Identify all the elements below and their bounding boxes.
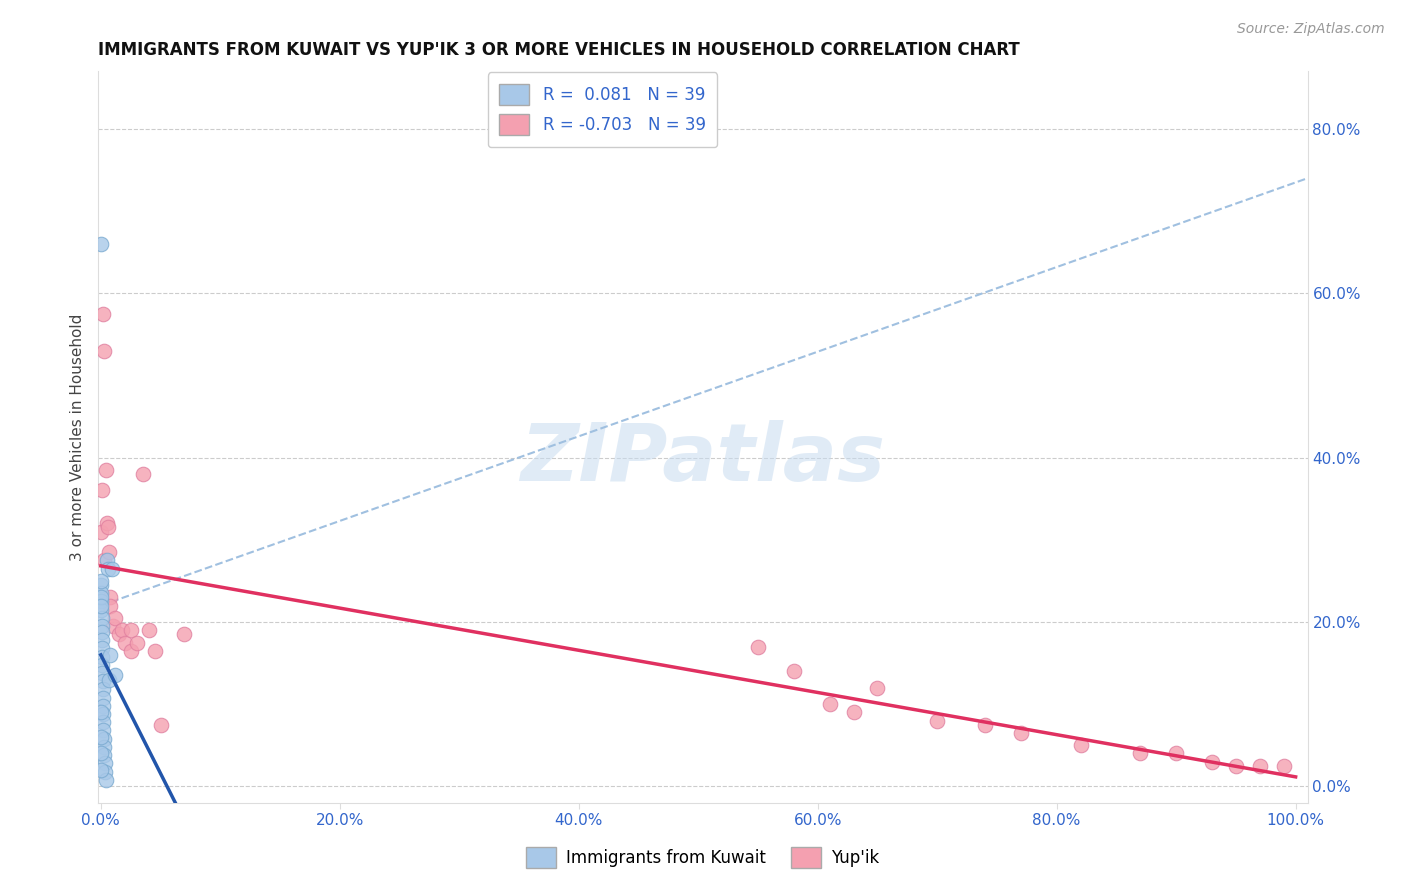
Point — [91, 649, 114, 664]
Point — [1272, 759, 1295, 773]
Point — [90, 706, 112, 720]
Point — [91, 483, 114, 498]
Point — [90, 594, 112, 608]
Point — [90, 619, 112, 633]
Point — [91, 665, 114, 680]
Point — [93, 748, 115, 763]
Point — [93, 731, 115, 746]
Point — [107, 627, 129, 641]
Point — [104, 611, 127, 625]
Point — [1201, 755, 1223, 769]
Point — [94, 772, 117, 787]
Point — [98, 673, 121, 687]
Point — [90, 633, 112, 648]
Point — [111, 624, 134, 638]
Point — [783, 665, 806, 679]
Point — [96, 516, 118, 531]
Point — [90, 586, 112, 600]
Legend: R =  0.081   N = 39, R = -0.703   N = 39: R = 0.081 N = 39, R = -0.703 N = 39 — [488, 72, 717, 147]
Point — [120, 644, 142, 658]
Point — [98, 599, 121, 613]
Point — [747, 640, 769, 654]
Point — [1225, 759, 1247, 773]
Point — [93, 343, 115, 358]
Text: ZIPatlas: ZIPatlas — [520, 420, 886, 498]
Point — [90, 763, 112, 777]
Y-axis label: 3 or more Vehicles in Household: 3 or more Vehicles in Household — [69, 313, 84, 561]
Point — [90, 730, 112, 744]
Point — [90, 591, 112, 605]
Point — [90, 611, 112, 625]
Point — [90, 747, 112, 761]
Point — [100, 561, 122, 575]
Point — [818, 697, 841, 711]
Point — [96, 553, 118, 567]
Point — [98, 648, 121, 662]
Point — [1010, 726, 1032, 740]
Point — [98, 591, 121, 605]
Point — [143, 644, 166, 658]
Point — [91, 682, 114, 697]
Point — [97, 561, 120, 575]
Point — [842, 706, 865, 720]
Point — [91, 641, 114, 656]
Point — [91, 690, 114, 705]
Point — [91, 657, 114, 672]
Point — [114, 635, 136, 649]
Point — [927, 714, 949, 728]
Point — [91, 706, 114, 721]
Point — [101, 619, 124, 633]
Point — [1166, 747, 1188, 761]
Point — [91, 715, 114, 730]
Legend: Immigrants from Kuwait, Yup'ik: Immigrants from Kuwait, Yup'ik — [520, 840, 886, 875]
Point — [1070, 739, 1092, 753]
Point — [98, 545, 121, 559]
Point — [93, 723, 115, 738]
Point — [93, 553, 115, 567]
Point — [149, 717, 172, 731]
Point — [91, 674, 114, 689]
Point — [125, 635, 148, 649]
Point — [104, 668, 127, 682]
Point — [93, 756, 115, 771]
Point — [97, 520, 120, 534]
Point — [91, 307, 114, 321]
Point — [90, 574, 112, 588]
Point — [138, 624, 160, 638]
Point — [974, 717, 997, 731]
Point — [90, 602, 112, 616]
Point — [90, 524, 112, 539]
Point — [1249, 759, 1271, 773]
Point — [90, 236, 112, 251]
Point — [1129, 747, 1152, 761]
Point — [94, 463, 117, 477]
Point — [91, 698, 114, 713]
Text: Source: ZipAtlas.com: Source: ZipAtlas.com — [1237, 22, 1385, 37]
Point — [131, 467, 153, 481]
Point — [173, 627, 195, 641]
Point — [94, 764, 117, 779]
Point — [866, 681, 889, 695]
Point — [120, 624, 142, 638]
Text: IMMIGRANTS FROM KUWAIT VS YUP'IK 3 OR MORE VEHICLES IN HOUSEHOLD CORRELATION CHA: IMMIGRANTS FROM KUWAIT VS YUP'IK 3 OR MO… — [98, 41, 1021, 59]
Point — [90, 624, 112, 639]
Point — [90, 578, 112, 592]
Point — [93, 739, 115, 754]
Point — [90, 599, 112, 613]
